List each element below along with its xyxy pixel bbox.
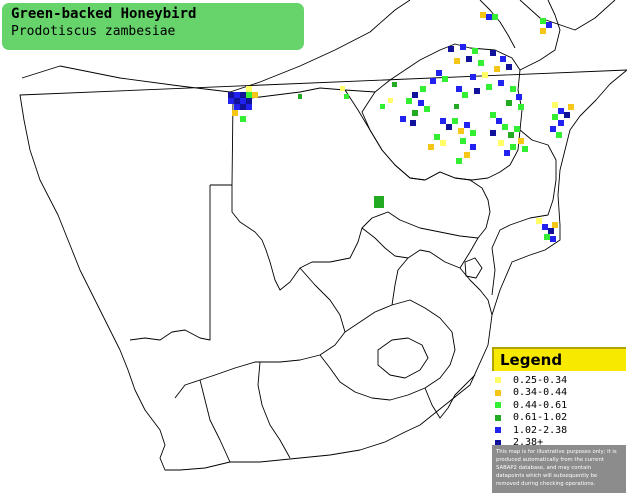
legend-item: 0.25-0.34	[495, 374, 626, 387]
legend-disclaimer: This map is for illustrative purposes on…	[492, 445, 626, 493]
province-border	[199, 379, 231, 463]
legend-label: 0.25-0.34	[513, 374, 568, 386]
legend-item: 0.34-0.44	[495, 387, 626, 400]
legend-swatch	[495, 427, 501, 434]
province-border	[424, 374, 476, 419]
legend-label: 0.44-0.61	[513, 399, 568, 411]
species-common-name: Green-backed Honeybird	[11, 6, 197, 22]
species-scientific-name: Prodotiscus zambesiae	[11, 24, 176, 39]
legend-swatch	[495, 377, 501, 384]
legend-panel: Legend 0.25-0.34 0.34-0.44 0.44-0.61 0.6…	[492, 347, 626, 493]
border-botswana	[231, 89, 491, 291]
border-lesotho	[377, 337, 429, 379]
occurrence-cells	[228, 12, 574, 242]
border-namibia-south	[129, 185, 211, 341]
coastline	[19, 0, 627, 471]
legend-label: 1.02-2.38	[513, 424, 568, 436]
legend-item: 0.44-0.61	[495, 399, 626, 412]
legend-label: 2.38+	[513, 437, 544, 449]
province-border	[361, 227, 409, 259]
legend-swatch	[495, 439, 501, 446]
border-zimbabwe	[361, 43, 523, 181]
legend-swatch	[495, 389, 501, 396]
title-panel: Green-backed Honeybird Prodotiscus zambe…	[2, 3, 304, 50]
legend-heading: Legend	[492, 347, 626, 371]
border-malawi	[479, 0, 516, 49]
legend-label: 0.61-1.02	[513, 412, 568, 424]
legend-item: 0.61-1.02	[495, 412, 626, 425]
legend-list: 0.25-0.34 0.34-0.44 0.44-0.61 0.61-1.02 …	[492, 371, 626, 449]
legend-item: 2.38+	[495, 437, 626, 450]
border-eswatini	[464, 257, 483, 279]
legend-swatch	[495, 414, 501, 421]
province-border	[391, 249, 493, 316]
border-mozambique	[491, 0, 561, 296]
legend-label: 0.34-0.44	[513, 387, 568, 399]
province-border	[174, 267, 346, 399]
province-border	[257, 361, 291, 459]
legend-item: 1.02-2.38	[495, 424, 626, 437]
province-border	[459, 237, 479, 269]
legend-swatch	[495, 402, 501, 409]
